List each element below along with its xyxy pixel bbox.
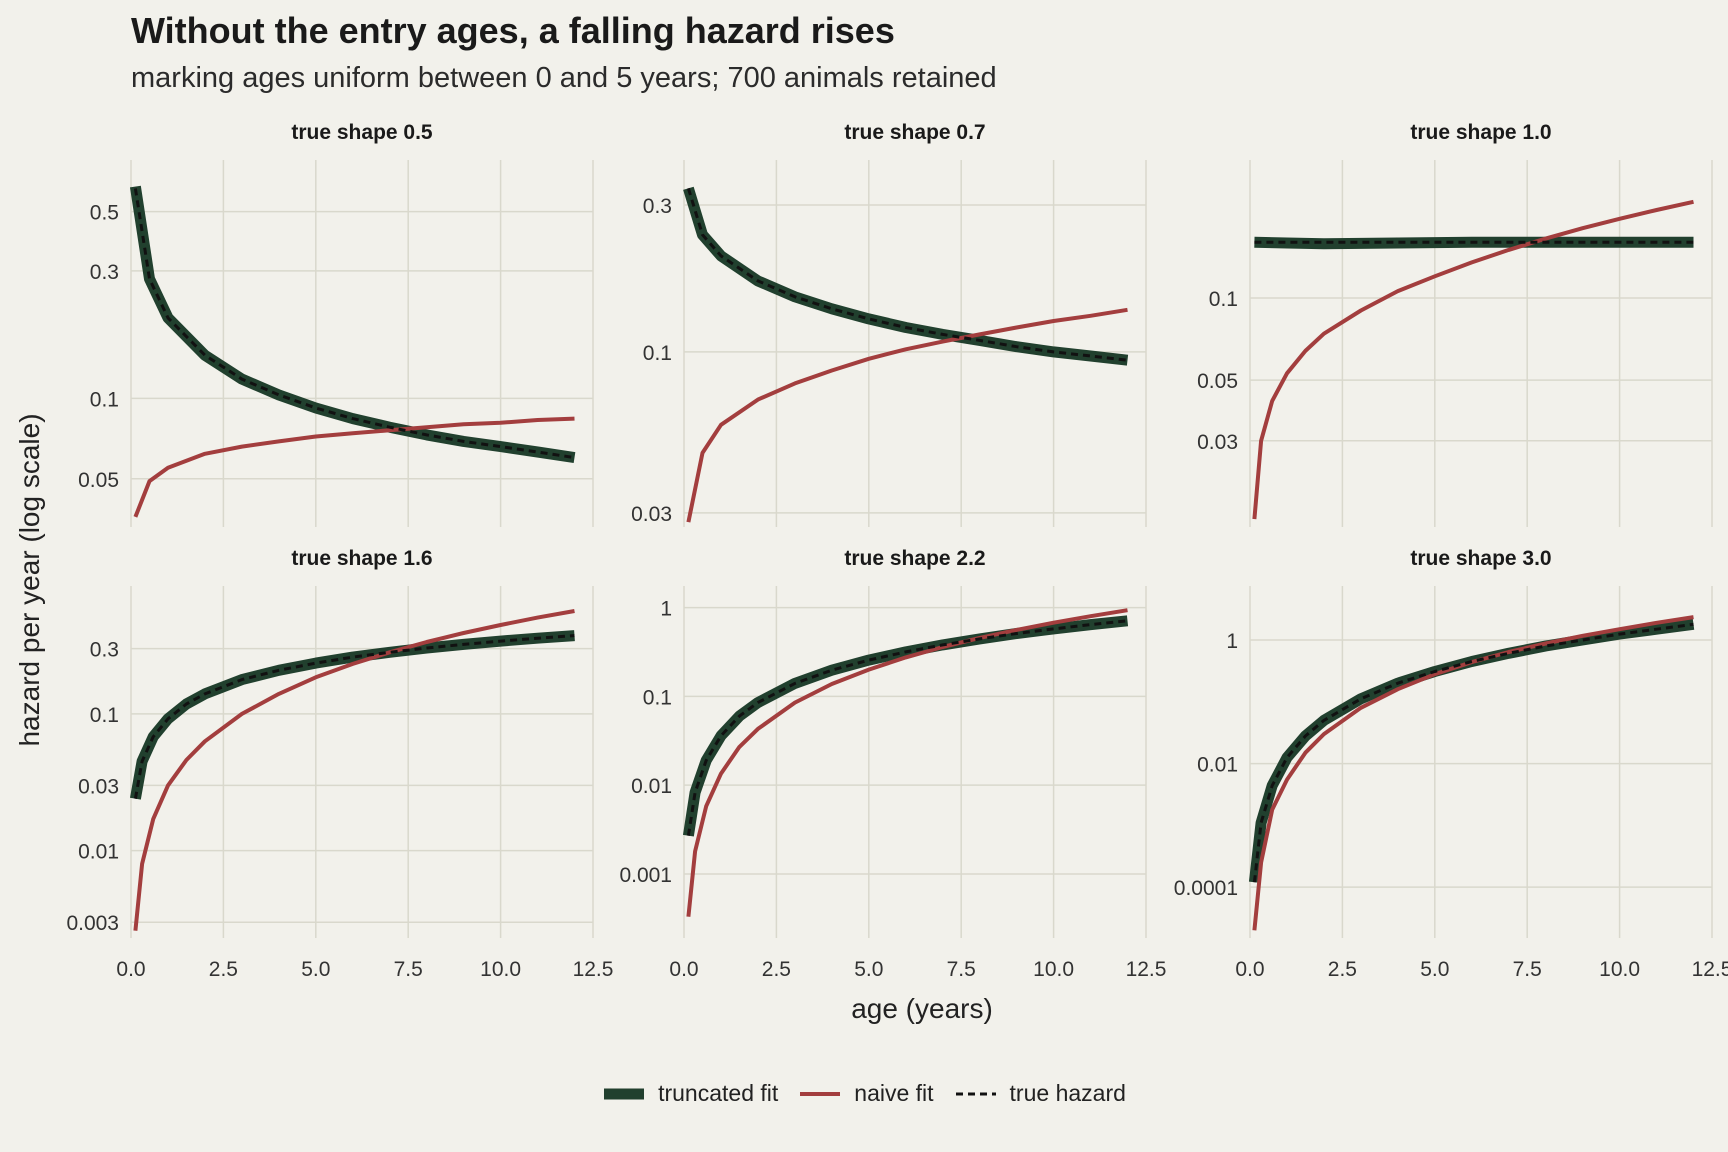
y-tick-label: 0.1	[90, 704, 119, 727]
panel-label: true shape 1.0	[1410, 121, 1551, 144]
x-tick-label: 10.0	[1033, 958, 1074, 981]
naive-fit-line	[686, 608, 1128, 917]
x-tick-label: 0.0	[669, 958, 698, 981]
x-tick-label: 10.0	[1599, 958, 1640, 981]
panel-1: 0.05 0.1 0.3 0.5 true shape 0.5	[78, 121, 594, 527]
y-tick-label: 0.01	[78, 841, 119, 864]
truncated-fit-line	[129, 630, 575, 800]
naive-fit-line	[686, 307, 1128, 523]
panel-3: 0.03 0.05 0.1 true shape 1.0	[1197, 121, 1713, 527]
x-tick-label: 5.0	[301, 958, 330, 981]
x-tick-label: 0.0	[116, 958, 145, 981]
naive-fit-line	[133, 609, 575, 931]
y-tick-label: 0.01	[1197, 754, 1238, 777]
y-tick-label: 0.001	[619, 864, 672, 887]
y-tick-label: 0.01	[631, 775, 672, 798]
y-tick-label: 0.0001	[1174, 877, 1238, 900]
legend-swatch-truncated	[604, 1088, 645, 1099]
y-tick-label: 0.1	[90, 388, 119, 411]
y-tick-label: 0.5	[90, 202, 119, 225]
y-tick-label: 0.003	[66, 912, 119, 935]
panel-4: 0.003 0.01 0.03 0.1 0.3 0.0 2.5 5.0 7.5 10.0 12.5 t…	[66, 547, 613, 981]
y-tick-label: 0.03	[631, 503, 672, 526]
x-tick-label: 7.5	[947, 958, 976, 981]
chart-subtitle: marking ages uniform between 0 and 5 yea…	[131, 62, 997, 94]
x-tick-label: 2.5	[1328, 958, 1357, 981]
panel-label: true shape 2.2	[844, 547, 985, 570]
true-hazard-line	[686, 187, 1128, 362]
legend-label-true: true hazard	[1009, 1080, 1126, 1106]
legend-label-naive: naive fit	[854, 1080, 934, 1106]
legend-item-truncated: truncated fit	[602, 1080, 778, 1107]
y-tick-label: 1	[1226, 630, 1238, 653]
x-tick-label: 5.0	[854, 958, 883, 981]
y-tick-label: 0.03	[78, 775, 119, 798]
naive-fit-line	[133, 416, 575, 518]
panel-2: 0.03 0.1 0.3 true shape 0.7	[631, 121, 1147, 527]
legend-item-true: true hazard	[954, 1080, 1126, 1107]
legend-swatch-true	[955, 1092, 996, 1095]
x-tick-label: 12.5	[1692, 958, 1728, 981]
x-axis-label: age (years)	[851, 993, 993, 1024]
truncated-fit-line	[683, 186, 1129, 366]
legend-label-truncated: truncated fit	[658, 1080, 779, 1106]
x-tick-label: 12.5	[1126, 958, 1167, 981]
y-axis-label: hazard per year (log scale)	[14, 413, 45, 747]
x-tick-label: 2.5	[209, 958, 238, 981]
y-tick-label: 0.1	[643, 342, 672, 365]
y-tick-label: 0.1	[643, 686, 672, 709]
y-tick-label: 0.05	[1197, 370, 1238, 393]
x-tick-label: 10.0	[480, 958, 521, 981]
x-tick-label: 7.5	[1513, 958, 1542, 981]
naive-fit-line	[1252, 615, 1694, 931]
panel-label: true shape 1.6	[291, 547, 432, 570]
true-hazard-line	[1252, 622, 1694, 883]
y-tick-label: 0.05	[78, 469, 119, 492]
legend-item-naive: naive fit	[798, 1080, 934, 1107]
true-hazard-line	[133, 188, 575, 460]
y-tick-label: 1	[660, 598, 672, 621]
x-tick-label: 12.5	[573, 958, 614, 981]
panel-label: true shape 0.5	[291, 121, 433, 144]
panel-label: true shape 3.0	[1410, 547, 1551, 570]
x-tick-label: 0.0	[1235, 958, 1264, 981]
x-tick-label: 5.0	[1420, 958, 1449, 981]
legend: truncated fit naive fit true hazard	[0, 1080, 1728, 1107]
true-hazard-line	[686, 619, 1128, 836]
true-hazard-line	[133, 634, 575, 799]
x-tick-label: 7.5	[394, 958, 423, 981]
chart-title: Without the entry ages, a falling hazard…	[131, 10, 895, 51]
y-tick-label: 0.3	[90, 261, 119, 284]
y-tick-label: 0.3	[643, 195, 672, 218]
panel-label: true shape 0.7	[844, 121, 985, 144]
y-tick-label: 0.1	[1209, 288, 1238, 311]
truncated-fit-line	[682, 615, 1129, 837]
y-tick-label: 0.03	[1197, 431, 1238, 454]
legend-swatch-naive	[800, 1091, 841, 1096]
y-tick-label: 0.3	[90, 639, 119, 662]
x-tick-label: 2.5	[762, 958, 791, 981]
naive-fit-line	[1252, 199, 1694, 520]
truncated-fit-line	[129, 185, 576, 464]
